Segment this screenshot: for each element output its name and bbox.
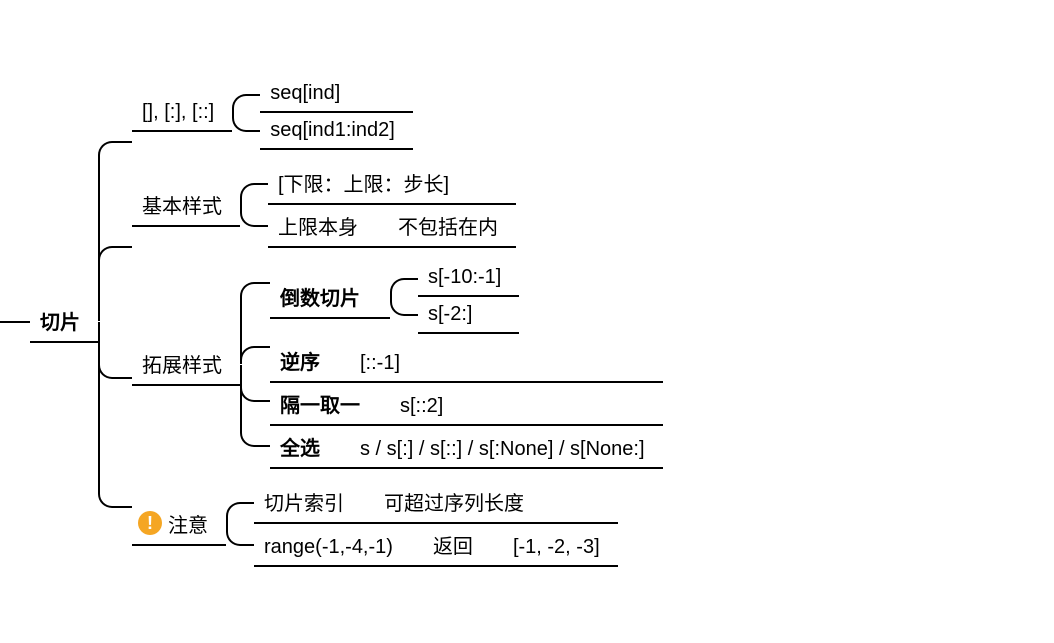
leaf-seq-ind: seq[ind] [260, 76, 413, 113]
reverse-slice-label: 倒数切片 [270, 276, 390, 319]
b4-children: 切片索引 可超过序列长度 range(-1,-4,-1) 返回 [-1, -2,… [254, 481, 618, 567]
kv-key: 上限本身 [278, 211, 358, 240]
leaf-s-neg10-neg1: s[-10:-1] [418, 260, 519, 297]
kv-val: s[::2] [400, 395, 443, 418]
leaf-s-neg2: s[-2:] [418, 297, 519, 334]
branch-syntax: [], [:], [::] seq[ind] seq[ind1:ind2] [132, 76, 663, 150]
notes-label-wrap: ! 注意 [132, 503, 226, 546]
b1-children: seq[ind] seq[ind1:ind2] [260, 76, 413, 150]
kv-key: 切片索引 [264, 487, 344, 516]
kv-val: 可超过序列长度 [384, 487, 524, 516]
branch-basic-style: 基本样式 [下限：上限：步长] 上限本身 不包括在内 [132, 162, 663, 248]
c1-children: s[-10:-1] s[-2:] [418, 260, 519, 334]
branch-extended-style: 拓展样式 倒数切片 [132, 260, 663, 469]
kv-key: 逆序 [280, 346, 320, 375]
kv-val2: [-1, -2, -3] [513, 536, 600, 559]
leaf-every-other: 隔一取一 s[::2] [270, 383, 663, 426]
leaf-reverse-order: 逆序 [::-1] [270, 340, 663, 383]
warning-icon: ! [138, 511, 162, 535]
branch-reverse-slice: 倒数切片 s[-10:-1] s[-2:] [270, 260, 663, 334]
leaf-bounds-format: [下限：上限：步长] [268, 162, 516, 205]
leaf-range-example: range(-1,-4,-1) 返回 [-1, -2, -3] [254, 524, 618, 567]
b2-children: [下限：上限：步长] 上限本身 不包括在内 [268, 162, 516, 248]
notes-label: 注意 [168, 509, 208, 538]
branch-notes: ! 注意 切片索引 可超过序列长度 range(-1,-4,-1) [132, 481, 663, 567]
root-node: 切片 [], [:], [::] seq[ind] [30, 76, 663, 567]
branch-basic-label: 基本样式 [132, 184, 240, 227]
level1-children: [], [:], [::] seq[ind] seq[ind1:ind2] 基本… [132, 76, 663, 567]
kv-val: [::-1] [360, 352, 400, 375]
b1-lines [232, 76, 260, 150]
mindmap-root-container: 切片 [], [:], [::] seq[ind] [0, 0, 1054, 643]
leaf-index-exceed: 切片索引 可超过序列长度 [254, 481, 618, 524]
kv-key: 全选 [280, 432, 320, 461]
root-branch-lines [98, 76, 132, 567]
b4-lines [226, 481, 254, 567]
leaf-select-all: 全选 s / s[:] / s[::] / s[:None] / s[None:… [270, 426, 663, 469]
leaf-upper-bound-note: 上限本身 不包括在内 [268, 205, 516, 248]
root-outlet: [], [:], [::] seq[ind] seq[ind1:ind2] 基本… [98, 76, 663, 567]
b3-lines [240, 260, 270, 469]
branch-extended-label: 拓展样式 [132, 343, 240, 386]
b3-children: 倒数切片 s[-10:-1] s[-2:] [270, 260, 663, 469]
branch-syntax-label: [], [:], [::] [132, 95, 232, 132]
kv-val: 返回 [433, 530, 473, 559]
leaf-seq-ind1-ind2: seq[ind1:ind2] [260, 113, 413, 150]
kv-val: 不包括在内 [398, 211, 498, 240]
kv-key: 隔一取一 [280, 389, 360, 418]
b2-lines [240, 162, 268, 248]
root-label: 切片 [30, 300, 98, 343]
kv-key: range(-1,-4,-1) [264, 536, 393, 559]
root-stem-line [0, 321, 30, 323]
c1-lines [390, 260, 418, 334]
kv-val: s / s[:] / s[::] / s[:None] / s[None:] [360, 438, 645, 461]
